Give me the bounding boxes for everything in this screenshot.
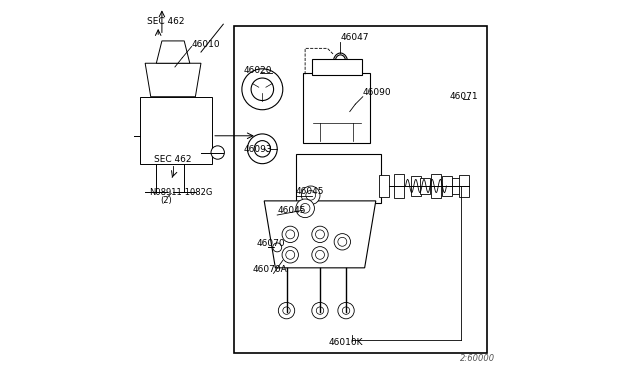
Circle shape	[312, 247, 328, 263]
Circle shape	[312, 226, 328, 243]
Circle shape	[282, 247, 298, 263]
Circle shape	[301, 186, 320, 205]
Circle shape	[296, 199, 314, 218]
Text: SEC 462: SEC 462	[147, 17, 184, 26]
Text: N08911-1082G: N08911-1082G	[149, 188, 212, 197]
FancyBboxPatch shape	[379, 176, 389, 196]
Circle shape	[286, 230, 294, 239]
Ellipse shape	[333, 53, 348, 74]
FancyBboxPatch shape	[459, 176, 469, 196]
Text: SEC 462: SEC 462	[154, 155, 192, 164]
Circle shape	[283, 307, 291, 314]
Circle shape	[278, 302, 294, 319]
Polygon shape	[145, 63, 201, 97]
FancyBboxPatch shape	[312, 59, 362, 75]
Circle shape	[282, 226, 298, 243]
Text: 46070A: 46070A	[253, 265, 288, 274]
Circle shape	[251, 78, 273, 100]
Polygon shape	[156, 41, 190, 63]
Ellipse shape	[335, 55, 346, 68]
Circle shape	[248, 134, 277, 164]
Circle shape	[286, 250, 294, 259]
Circle shape	[306, 190, 316, 200]
FancyBboxPatch shape	[394, 174, 404, 198]
FancyBboxPatch shape	[420, 178, 430, 194]
Text: 46093: 46093	[244, 145, 273, 154]
Polygon shape	[140, 97, 212, 164]
FancyBboxPatch shape	[442, 176, 452, 196]
Circle shape	[316, 230, 324, 239]
Circle shape	[312, 302, 328, 319]
FancyBboxPatch shape	[296, 154, 381, 203]
Circle shape	[300, 203, 310, 213]
Text: 46070: 46070	[257, 239, 285, 248]
Text: 46071: 46071	[449, 92, 478, 100]
FancyBboxPatch shape	[303, 73, 370, 143]
Text: 46020: 46020	[244, 65, 272, 74]
FancyBboxPatch shape	[411, 176, 421, 196]
Circle shape	[254, 141, 271, 157]
Text: 2:60000: 2:60000	[460, 354, 495, 363]
Circle shape	[342, 307, 349, 314]
Text: 46010: 46010	[191, 39, 220, 48]
Polygon shape	[264, 201, 376, 268]
Circle shape	[211, 146, 225, 159]
Circle shape	[242, 69, 283, 110]
Circle shape	[334, 234, 351, 250]
Circle shape	[338, 237, 347, 246]
FancyBboxPatch shape	[431, 174, 441, 198]
Text: 46090: 46090	[363, 88, 392, 97]
Text: 46045: 46045	[277, 206, 306, 215]
Text: (2): (2)	[160, 196, 172, 205]
Circle shape	[316, 307, 324, 314]
FancyBboxPatch shape	[452, 178, 461, 194]
Circle shape	[316, 250, 324, 259]
Text: 46010K: 46010K	[329, 338, 364, 347]
Circle shape	[338, 302, 354, 319]
Text: 46045: 46045	[296, 187, 324, 196]
Circle shape	[273, 243, 282, 252]
Text: 46047: 46047	[340, 33, 369, 42]
